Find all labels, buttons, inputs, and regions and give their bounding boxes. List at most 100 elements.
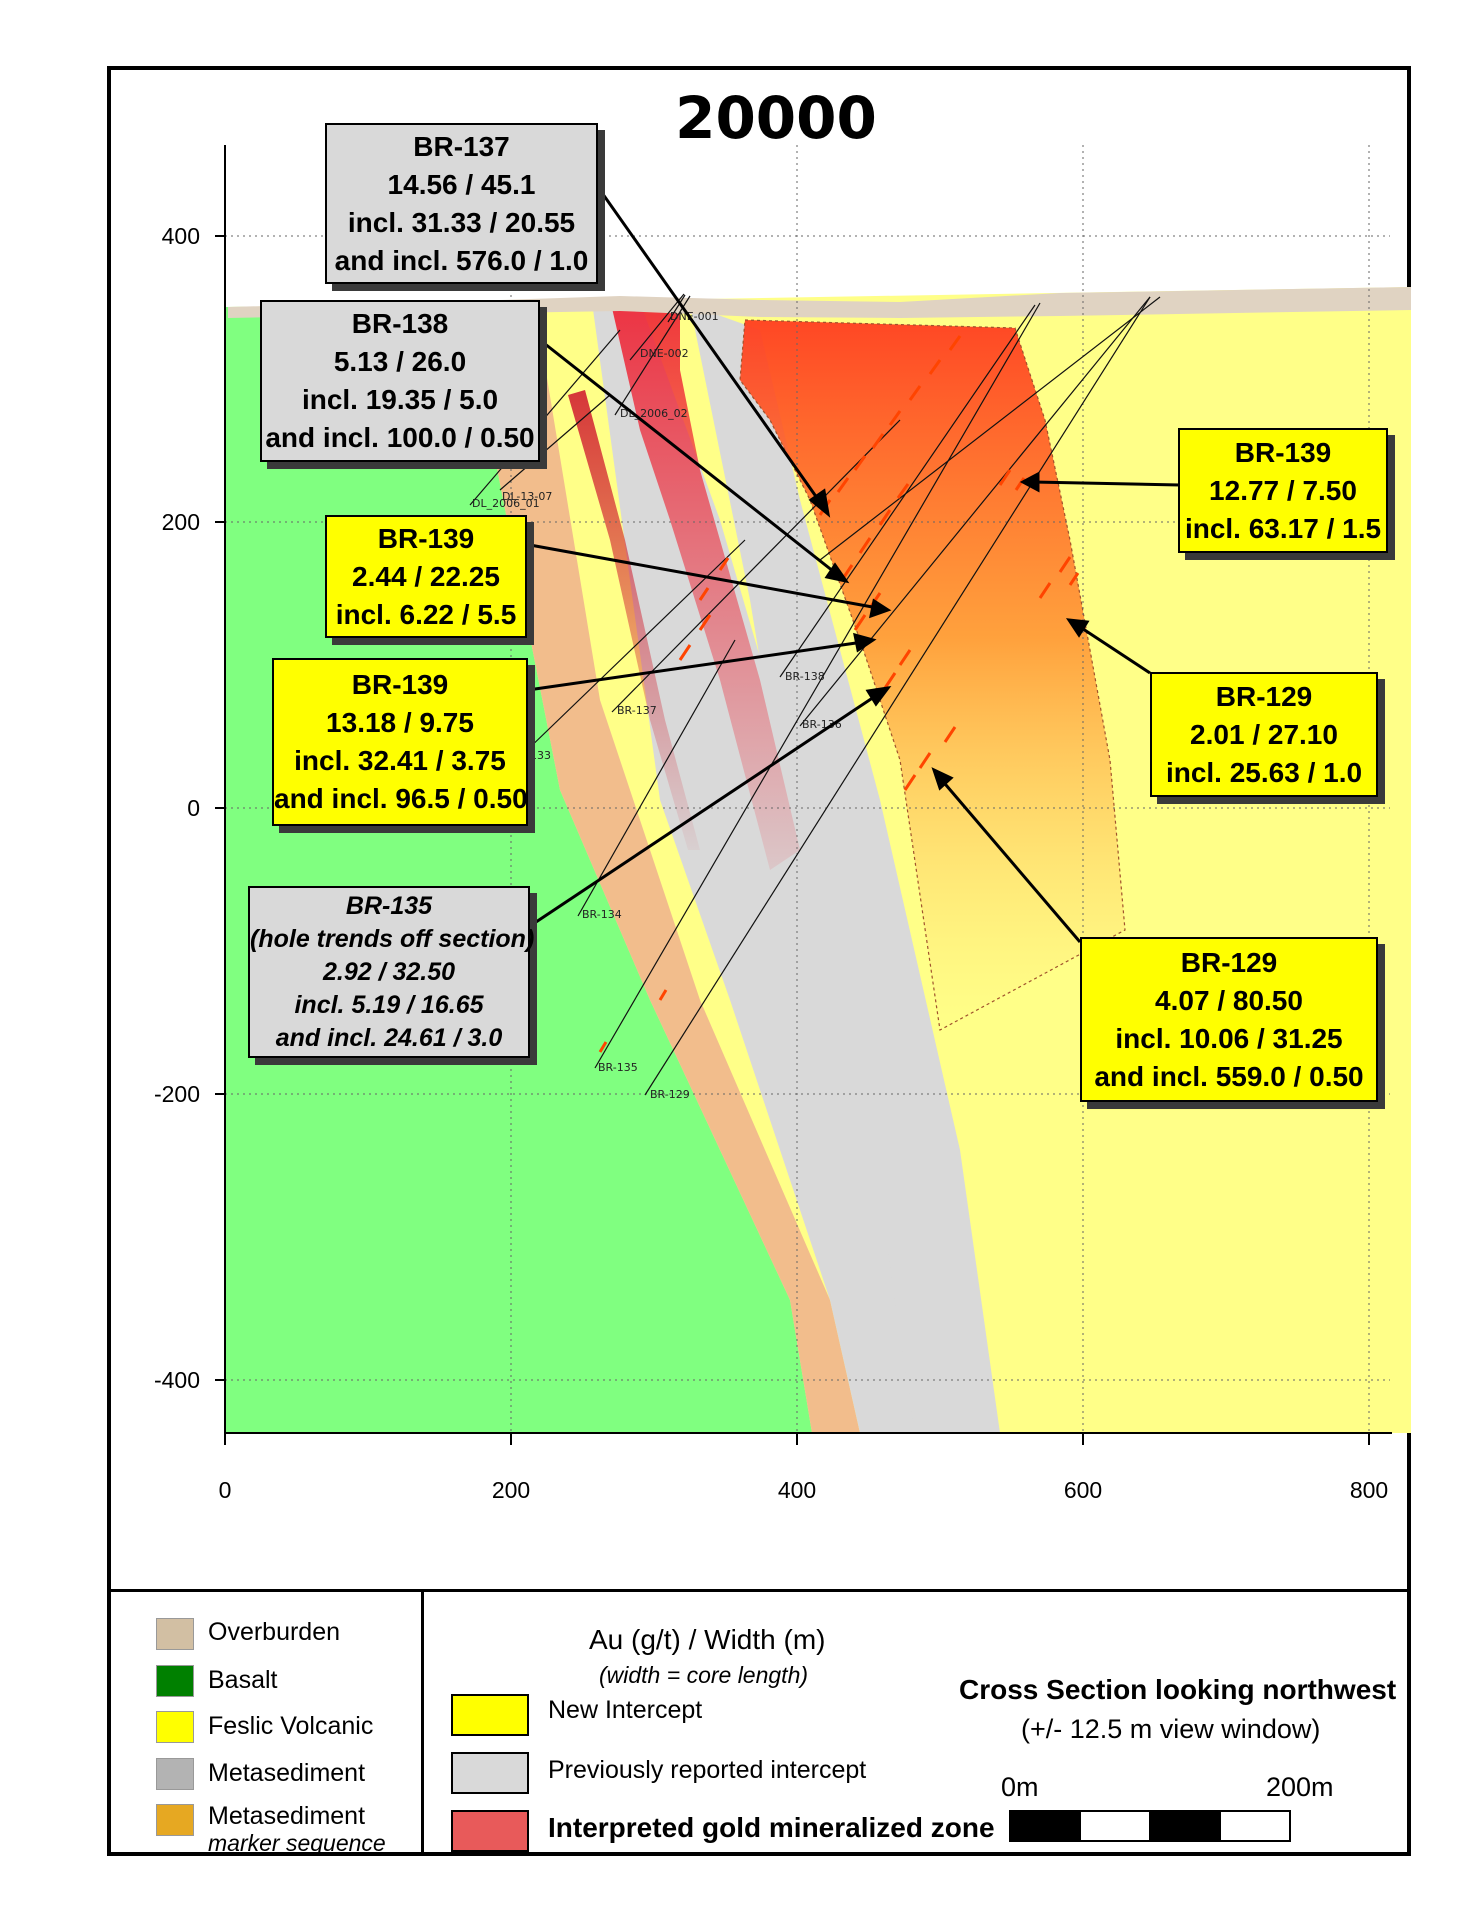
- drill-hole-dl2006-02: [614, 295, 691, 416]
- legend-overburden: Overburden: [208, 1618, 341, 1646]
- drill-hole-br138: [779, 304, 1036, 678]
- callout-value: incl. 6.22 / 5.5: [335, 598, 517, 630]
- x-ticks: [224, 1433, 1370, 1445]
- callout-br135: BR-135 (hole trends off section) 2.92 / …: [248, 886, 535, 1058]
- hole-label-br135: BR-135: [598, 1061, 638, 1074]
- callout-hole-id: BR-139: [377, 522, 475, 554]
- swatch-felsic-volcanic: [156, 1711, 194, 1743]
- hole-label-dl2006-02: DL_2006_02: [620, 407, 688, 420]
- callout-value: and incl. 96.5 / 0.50: [274, 783, 528, 814]
- callout-hole-id: BR-139: [1234, 436, 1332, 468]
- callout-value: 13.18 / 9.75: [326, 707, 474, 738]
- y-tick-label: 400: [162, 223, 200, 249]
- scale-bar-segment: [1079, 1810, 1151, 1842]
- callout-value: incl. 63.17 / 1.5: [1184, 512, 1382, 544]
- metasediment-band-1: [592, 302, 920, 1433]
- interpreted-mineralized-zone: [739, 319, 1126, 1031]
- callout-value: and incl. 576.0 / 1.0: [334, 244, 589, 276]
- hole-label-br137: BR-137: [617, 704, 657, 717]
- drill-hole-dl2006-01: [469, 329, 621, 506]
- marker-sequence-unit: [465, 305, 860, 1433]
- legend-marker-sequence-sub: marker sequence: [208, 1830, 386, 1856]
- callout-br139-c: BR-139 12.77 / 7.50 incl. 63.17 / 1.5: [1178, 428, 1388, 553]
- swatch-new-intercept: [451, 1694, 529, 1736]
- hole-label-br129: BR-129: [650, 1088, 690, 1101]
- callout-br137: BR-137 14.56 / 45.1 incl. 31.33 / 20.55 …: [325, 123, 598, 284]
- section-view-window: (+/- 12.5 m view window): [1021, 1714, 1321, 1744]
- callout-hole-id: BR-135: [345, 891, 433, 920]
- hole-label-br134: BR-134: [582, 908, 622, 921]
- swatch-overburden: [156, 1618, 194, 1650]
- scale-bar-segment: [1009, 1810, 1081, 1842]
- hole-label-dne002: DNE-002: [640, 347, 689, 360]
- hole-label-dl13-07: DL-13-07: [502, 490, 552, 503]
- legend-previous-intercept: Previously reported intercept: [548, 1756, 867, 1784]
- drill-hole-dne002: [629, 293, 685, 361]
- section-title: 20000: [675, 84, 877, 152]
- callout-value: 2.01 / 27.10: [1190, 718, 1338, 750]
- legend-marker-sequence: Metasediment: [208, 1802, 366, 1830]
- callout-value: 2.92 / 32.50: [322, 957, 456, 986]
- callout-value: incl. 25.63 / 1.0: [1165, 756, 1363, 788]
- callout-value: incl. 5.19 / 16.65: [294, 990, 484, 1019]
- callout-value: and incl. 100.0 / 0.50: [265, 422, 535, 453]
- section-orientation: Cross Section looking northwest: [959, 1674, 1397, 1705]
- drill-hole-dl13-07: [499, 394, 611, 491]
- intercept-header: Au (g/t) / Width (m): [589, 1624, 826, 1655]
- callout-br139-b: BR-139 13.18 / 9.75 incl. 32.41 / 3.75 a…: [272, 658, 528, 826]
- hole-label-dne001: DNE-001: [670, 310, 719, 323]
- legend-new-intercept: New Intercept: [548, 1696, 703, 1724]
- y-tick-label: -200: [154, 1081, 200, 1107]
- callout-br129-a: BR-129 2.01 / 27.10 incl. 25.63 / 1.0: [1150, 672, 1378, 797]
- callout-note: (hole trends off section): [250, 924, 535, 953]
- callout-value: and incl. 559.0 / 0.50: [1094, 1060, 1364, 1092]
- drill-hole-br134: [577, 639, 736, 917]
- x-tick-label: 0: [219, 1477, 232, 1503]
- drill-hole-br136: [799, 296, 1151, 727]
- scale-start-label: 0m: [1001, 1772, 1039, 1802]
- drill-hole-br135: [594, 302, 1041, 1069]
- swatch-basalt: [156, 1665, 194, 1697]
- hole-label-br138: BR-138: [785, 670, 825, 683]
- thin-red-zone: [568, 390, 700, 850]
- legend-mineralized-zone: Interpreted gold mineralized zone: [548, 1812, 995, 1843]
- y-tick-label: -400: [154, 1367, 200, 1393]
- callout-hole-id: BR-137: [413, 130, 510, 162]
- swatch-mineralized-zone: [451, 1810, 529, 1852]
- hole-label-br133: 133: [530, 749, 551, 762]
- callout-br129-b: BR-129 4.07 / 80.50 incl. 10.06 / 31.25 …: [1080, 937, 1378, 1102]
- callout-value: 2.44 / 22.25: [352, 560, 500, 592]
- callout-value: 4.07 / 80.50: [1155, 984, 1303, 1016]
- drill-hole-dne001: [667, 294, 686, 323]
- x-tick-label: 600: [1064, 1477, 1102, 1503]
- callout-value: incl. 19.35 / 5.0: [301, 384, 499, 415]
- legend-metasediment: Metasediment: [208, 1759, 366, 1787]
- scale-bar-segment: [1149, 1810, 1221, 1842]
- drill-hole-br139: [819, 296, 1161, 561]
- x-tick-label: 400: [778, 1477, 816, 1503]
- swatch-marker-sequence: [156, 1804, 194, 1836]
- y-tick-label: 0: [187, 795, 200, 821]
- callout-hole-id: BR-138: [351, 308, 449, 339]
- intercept-subheader: (width = core length): [599, 1662, 809, 1688]
- legend-basalt: Basalt: [208, 1666, 278, 1694]
- callout-hole-id: BR-129: [1215, 680, 1313, 712]
- callout-value: incl. 32.41 / 3.75: [294, 745, 506, 776]
- x-tick-label: 800: [1350, 1477, 1388, 1503]
- callout-value: 12.77 / 7.50: [1209, 474, 1357, 506]
- swatch-metasediment: [156, 1758, 194, 1790]
- hole-label-br136: BR-136: [802, 718, 842, 731]
- hole-label-dl2006-01: DL_2006_01: [472, 497, 540, 510]
- callout-value: incl. 31.33 / 20.55: [347, 206, 576, 238]
- callout-br138: BR-138 5.13 / 26.0 incl. 19.35 / 5.0 and…: [260, 300, 540, 462]
- scale-end-label: 200m: [1266, 1772, 1334, 1802]
- x-tick-label: 200: [492, 1477, 530, 1503]
- legend: Overburden Basalt Feslic Volcanic Metase…: [111, 1589, 1407, 1856]
- callout-hole-id: BR-139: [351, 669, 449, 700]
- legend-divider: [421, 1592, 424, 1852]
- callout-value: incl. 10.06 / 31.25: [1115, 1022, 1343, 1054]
- callout-hole-id: BR-129: [1180, 946, 1278, 978]
- scale-bar-segment: [1219, 1810, 1291, 1842]
- swatch-previous-intercept: [451, 1752, 529, 1794]
- y-ticks: [215, 235, 225, 1381]
